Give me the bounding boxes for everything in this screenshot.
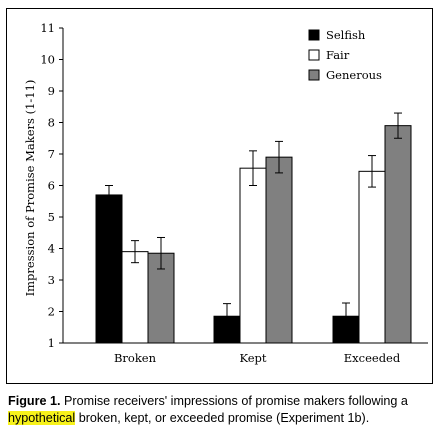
bars-layer (95, 125, 412, 344)
bar-fair-broken (121, 251, 149, 344)
y-tick-label: 4 (48, 242, 55, 256)
x-tick-label-broken: Broken (114, 351, 157, 365)
x-tick-labels: Broken Kept Exceeded (114, 351, 401, 365)
legend: Selfish Fair Generous (308, 28, 382, 82)
figure-caption: Figure 1. Promise receivers' impressions… (8, 393, 438, 427)
caption-label: Figure 1. (8, 394, 61, 408)
y-tick-label: 2 (48, 305, 55, 319)
legend-label-fair: Fair (326, 48, 350, 62)
bar-fair-exceeded (358, 170, 386, 344)
x-tick-label-exceeded: Exceeded (344, 351, 401, 365)
y-tick-label: 6 (48, 179, 55, 193)
y-axis-label: Impression of Promise Makers (1-11) (23, 80, 37, 297)
y-tick-label: 5 (48, 210, 55, 224)
caption-text-after: broken, kept, or exceeded promise (Exper… (75, 411, 370, 425)
x-tick-label-kept: Kept (239, 351, 266, 365)
error-bars-layer (105, 112, 402, 330)
y-tick-label: 11 (40, 21, 55, 35)
bar-selfish-broken (95, 194, 123, 344)
caption-text-before: Promise receivers' impressions of promis… (60, 394, 408, 408)
bar-generous-kept (265, 156, 293, 344)
bar-fair-kept (239, 167, 267, 344)
y-tick-label: 9 (48, 84, 55, 98)
y-tick-label: 3 (48, 273, 55, 287)
y-ticks: 1 2 3 4 5 6 7 8 9 10 11 (40, 21, 63, 350)
caption-highlight: hypothetical (8, 411, 76, 425)
legend-swatch-generous (308, 69, 320, 81)
bar-chart: 1 2 3 4 5 6 7 8 9 10 11 Broken Kept Exceeded Selfish… (23, 21, 428, 365)
legend-swatch-selfish (308, 29, 320, 41)
y-tick-label: 8 (48, 116, 55, 130)
legend-swatch-fair (308, 49, 320, 61)
y-tick-label: 1 (48, 336, 55, 350)
figure-frame (6, 8, 433, 384)
y-tick-label: 10 (40, 53, 55, 67)
bar-generous-exceeded (384, 125, 412, 344)
legend-label-generous: Generous (326, 68, 382, 82)
legend-label-selfish: Selfish (326, 28, 366, 42)
y-tick-label: 7 (48, 147, 55, 161)
